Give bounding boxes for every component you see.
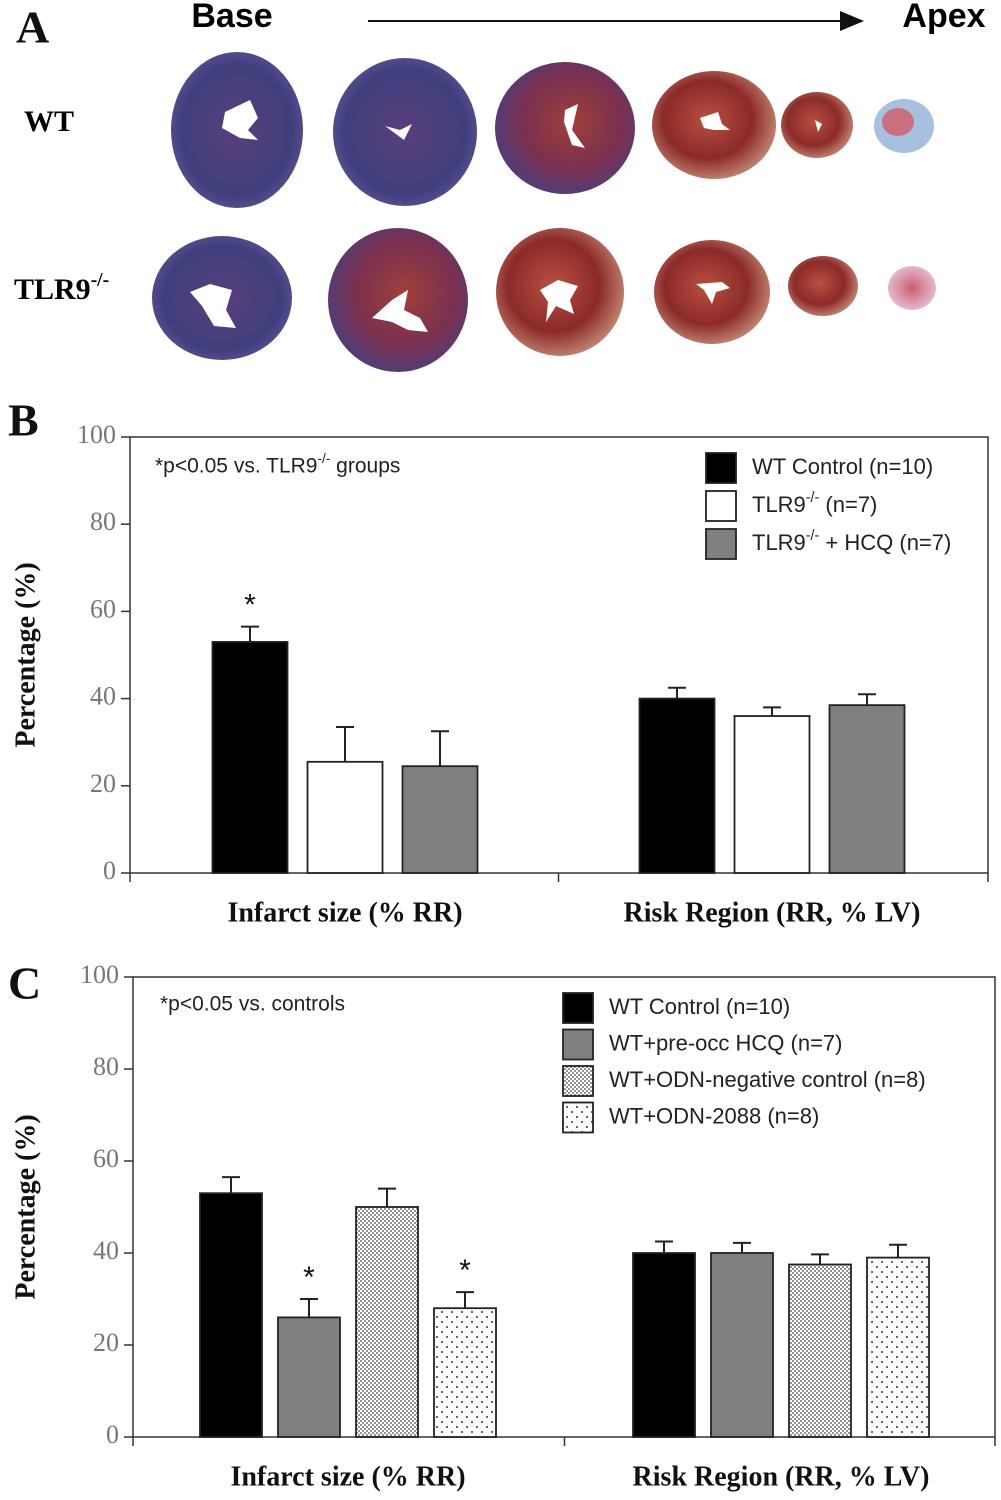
y-tick-label: 40 <box>93 1236 119 1265</box>
panel-a: A Base Apex WT TLR9-/- <box>14 0 986 372</box>
heart-slices <box>152 52 936 372</box>
row-label: WT <box>24 105 74 138</box>
panel-label: B <box>8 395 39 446</box>
error-bar <box>336 725 354 762</box>
y-tick-label: 20 <box>90 769 116 798</box>
legend-label: TLR9-/- + HCQ (n=7) <box>752 528 951 555</box>
error-bar <box>222 1176 240 1194</box>
legend-label: WT+ODN-negative control (n=8) <box>609 1067 926 1092</box>
base-label: Base <box>191 0 272 35</box>
legend-swatch <box>705 490 737 522</box>
legend-swatch <box>705 452 737 484</box>
error-bar <box>763 706 781 717</box>
error-bar <box>733 1241 751 1253</box>
panel-label: A <box>16 2 49 53</box>
error-bar <box>668 686 686 699</box>
bar <box>199 1192 263 1438</box>
charts: B 0 20 40 60 80 100 Percentage (%) *p<0.05 vs. T… <box>8 395 996 1492</box>
legend-label: WT+ODN-2088 (n=8) <box>609 1103 819 1128</box>
legend-label: TLR9-/- (n=7) <box>752 490 877 517</box>
error-bar <box>456 1291 474 1309</box>
bar <box>211 641 289 874</box>
bar <box>733 715 811 874</box>
error-bar <box>241 625 259 642</box>
bar <box>866 1256 930 1438</box>
error-bar <box>655 1240 673 1253</box>
error-bar <box>378 1187 396 1207</box>
legend-swatch <box>705 528 737 560</box>
y-tick-label: 60 <box>93 1144 119 1173</box>
y-tick-label: 0 <box>106 1420 119 1449</box>
bar <box>355 1206 419 1438</box>
bar <box>638 697 716 874</box>
panel-label: C <box>8 958 41 1009</box>
y-tick-label: 40 <box>90 682 116 711</box>
y-tick-label: 100 <box>80 960 119 989</box>
y-tick-label: 60 <box>90 594 116 623</box>
error-bar <box>858 693 876 706</box>
y-tick-label: 20 <box>93 1328 119 1357</box>
row-label: TLR9-/- <box>14 270 109 306</box>
bar <box>788 1263 852 1438</box>
error-bar <box>431 730 449 767</box>
bar <box>710 1252 774 1438</box>
significance-marker: * <box>303 1261 315 1294</box>
bar <box>828 704 906 874</box>
y-axis-label: Percentage (%) <box>10 562 41 747</box>
bar <box>306 760 384 874</box>
x-tick-label: Infarct size (% RR) <box>227 897 462 928</box>
y-tick-label: 0 <box>103 856 116 885</box>
x-tick-label: Risk Region (RR, % LV) <box>633 1461 930 1492</box>
legend-label: WT+pre-occ HCQ (n=7) <box>609 1030 843 1055</box>
annotation: *p<0.05 vs. controls <box>160 993 345 1016</box>
bar-chart: C 0 20 40 60 80 100 Percentage (%) *p<0.05 vs. c… <box>8 958 996 1492</box>
significance-marker: * <box>244 589 256 622</box>
bar <box>632 1252 696 1438</box>
y-axis-label: Percentage (%) <box>10 1114 41 1299</box>
legend-label: WT Control (n=10) <box>609 994 790 1019</box>
y-tick-label: 100 <box>77 420 116 449</box>
x-tick-label: Risk Region (RR, % LV) <box>624 897 921 928</box>
legend-swatch <box>562 1065 594 1097</box>
bar-chart: B 0 20 40 60 80 100 Percentage (%) *p<0.05 vs. T… <box>8 395 989 928</box>
error-bar <box>300 1298 318 1318</box>
y-tick-label: 80 <box>90 507 116 536</box>
apex-label: Apex <box>902 0 985 35</box>
legend-swatch <box>562 992 594 1024</box>
annotation: *p<0.05 vs. TLR9-/- groups <box>155 451 400 477</box>
legend-swatch <box>562 1101 594 1134</box>
x-tick-label: Infarct size (% RR) <box>230 1461 465 1492</box>
bar <box>277 1316 341 1438</box>
y-tick-label: 80 <box>93 1052 119 1081</box>
significance-marker: * <box>459 1254 471 1287</box>
legend-swatch <box>562 1028 594 1061</box>
bar <box>433 1307 497 1438</box>
error-bar <box>811 1253 829 1265</box>
bar <box>401 765 479 874</box>
error-bar <box>889 1243 907 1258</box>
legend-label: WT Control (n=10) <box>752 454 933 479</box>
